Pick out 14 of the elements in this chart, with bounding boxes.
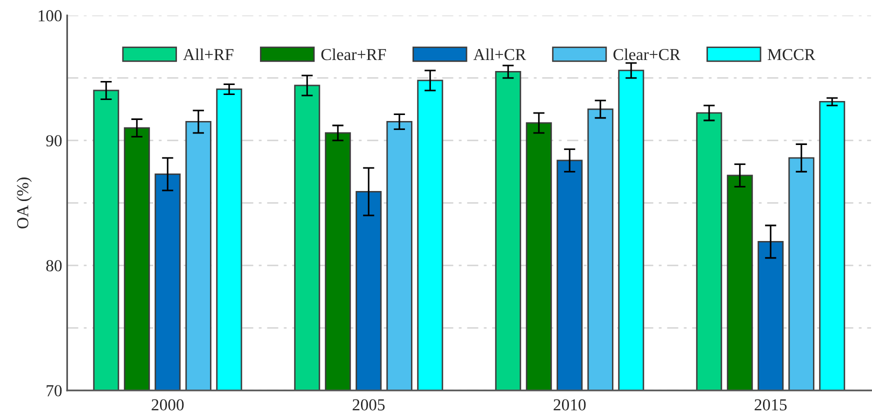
y-tick-label: 100 — [38, 10, 62, 22]
x-tick-label: 2015 — [754, 399, 787, 410]
x-tick-label: 2005 — [352, 399, 385, 410]
x-tick-label: 2000 — [152, 399, 184, 410]
legend-label: All+RF — [183, 48, 234, 60]
y-axis-title: OA (%) — [16, 178, 32, 228]
legend-label: Clear+CR — [613, 48, 680, 60]
legend-label: All+CR — [473, 48, 526, 60]
y-tick-label: 80 — [46, 260, 62, 272]
x-tick-label: 2010 — [554, 399, 586, 410]
y-tick-label: 70 — [46, 385, 62, 396]
legend-label: Clear+RF — [321, 48, 386, 60]
y-tick-label: 90 — [46, 135, 62, 146]
legend-label: MCCR — [768, 48, 816, 60]
